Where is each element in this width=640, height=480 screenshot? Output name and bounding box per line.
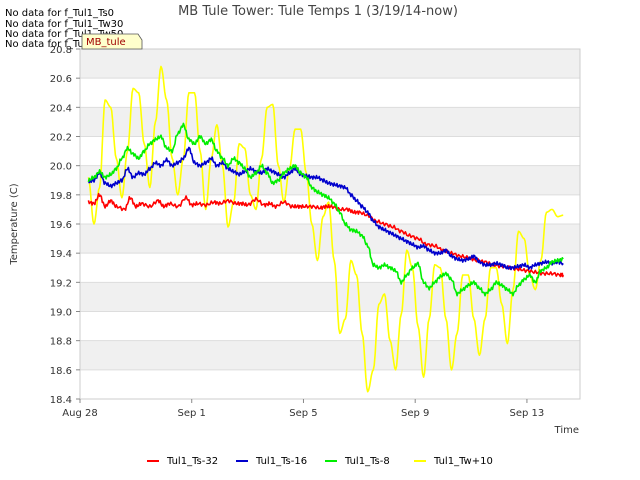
x-tick-label: Sep 9 [401,408,429,419]
background-band [80,107,580,137]
series-lines [87,65,564,393]
y-axis-label: Temperature (C) [9,183,20,265]
y-tick-label: 19.6 [50,220,72,231]
no-data-message-4: No data for f_Tul1_Tw100 [5,39,130,50]
tooltip-label: MB_tule [86,37,126,48]
series-line-tul1-ts-32 [87,192,564,278]
background-band [80,165,580,195]
y-tick-label: 19.4 [50,249,72,260]
y-tick-label: 19.0 [50,308,72,319]
x-tick-label: Sep 5 [289,408,317,419]
y-tick-label: 18.6 [50,366,72,377]
x-axis-label: Time [554,425,579,436]
series-line-tul1-ts-16 [88,146,564,271]
legend-label: Tul1_Ts-16 [255,456,307,467]
tooltip-box [81,33,143,50]
y-tick-label: 20.8 [50,45,72,56]
tooltip: MB_tule [81,33,143,50]
series-line-tul1-ts-8 [87,122,564,297]
y-tick-label: 19.8 [50,191,72,202]
series-line-tul1-tw-10 [87,65,564,393]
no-data-message-2: No data for f_Tul1_Tw30 [5,19,124,30]
legend-label: Tul1_Ts-32 [166,456,218,467]
legend-label: Tul1_Tw+10 [433,456,493,467]
x-tick-label: Sep 13 [510,408,545,419]
legend-label: Tul1_Ts-8 [344,456,390,467]
y-tick-label: 19.2 [50,278,72,289]
no-data-message-1: No data for f_Tul1_Ts0 [5,8,115,19]
x-tick-label: Sep 1 [178,408,206,419]
y-tick-label: 18.8 [50,337,72,348]
x-tick-label: Aug 28 [62,408,97,419]
background-band [80,224,580,254]
background-band [80,340,580,370]
y-tick-label: 20.6 [50,74,72,85]
legend: Tul1_Ts-32 Tul1_Ts-16 Tul1_Ts-8 Tul1_Tw+10 [147,456,493,467]
y-tick-label: 20.2 [50,133,72,144]
y-tick-label: 18.4 [50,395,72,406]
y-axis-ticks: 18.4 18.6 18.8 19.0 19.2 19.4 19.6 19.8 20.0 20.2… [50,45,80,406]
plot-background-bands [80,49,580,370]
chart-title: MB Tule Tower: Tule Temps 1 (3/19/14-now… [178,4,458,19]
y-tick-label: 20.0 [50,162,72,173]
y-tick-label: 20.4 [50,103,72,114]
background-band [80,282,580,312]
no-data-message-3: No data for f_Tul1_Tw50 [5,29,124,40]
x-axis-ticks: Aug 28 Sep 1 Sep 5 Sep 9 Sep 13 [62,399,544,419]
background-band [80,49,580,79]
